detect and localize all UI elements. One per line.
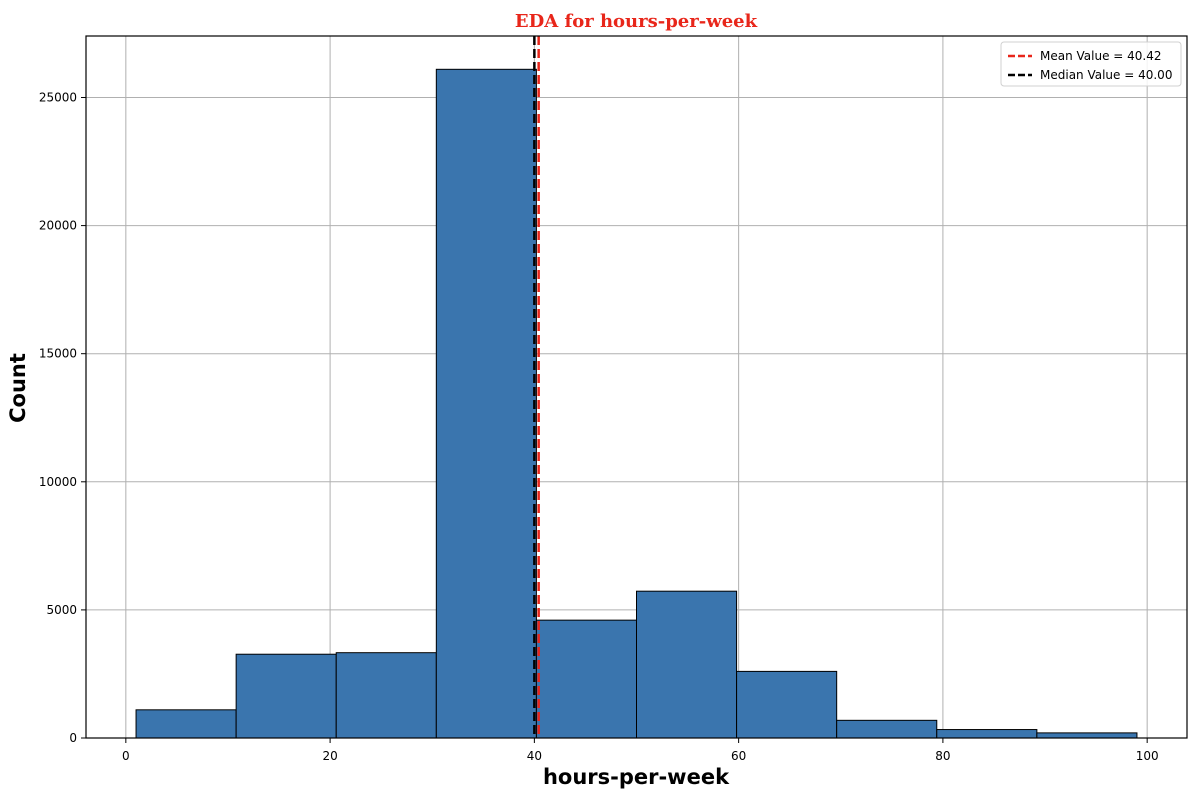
histogram-bar — [636, 590, 738, 739]
histogram-bar — [435, 68, 537, 739]
y-axis-label: Count — [6, 353, 30, 423]
plot-frame — [85, 35, 1188, 739]
x-tick-label: 80 — [935, 749, 950, 763]
histogram-bar — [736, 670, 838, 739]
histogram-bar — [1036, 732, 1138, 739]
x-tick-label: 100 — [1136, 749, 1159, 763]
y-tick-label: 5000 — [46, 603, 77, 617]
histogram-bar — [936, 729, 1038, 739]
y-tick-label: 20000 — [39, 219, 77, 233]
legend-box — [1000, 41, 1182, 87]
histogram-bar — [535, 619, 638, 739]
legend-label: Median Value = 40.00 — [1040, 68, 1172, 82]
histogram-bars — [135, 68, 1138, 739]
y-tick-label: 0 — [69, 731, 77, 745]
reference-lines — [533, 36, 540, 738]
x-tick-label: 60 — [731, 749, 746, 763]
legend: Mean Value = 40.42 Median Value = 40.00 — [1000, 41, 1182, 87]
histogram-bar — [335, 652, 437, 739]
histogram-bar — [235, 653, 337, 739]
histogram-bar — [836, 719, 938, 739]
y-tick-label: 25000 — [39, 90, 77, 104]
legend-label: Mean Value = 40.42 — [1040, 49, 1162, 63]
chart-title: EDA for hours-per-week — [515, 11, 758, 32]
axis-ticks: 0 20 40 60 80 100 0 5000 10000 15000 20000 25000 — [39, 90, 1159, 763]
histogram-bar — [135, 709, 237, 739]
y-tick-label: 10000 — [39, 475, 77, 489]
x-tick-label: 20 — [322, 749, 337, 763]
x-axis-label: hours-per-week — [543, 765, 730, 789]
x-tick-label: 0 — [122, 749, 130, 763]
y-tick-label: 15000 — [39, 347, 77, 361]
x-tick-label: 40 — [527, 749, 542, 763]
